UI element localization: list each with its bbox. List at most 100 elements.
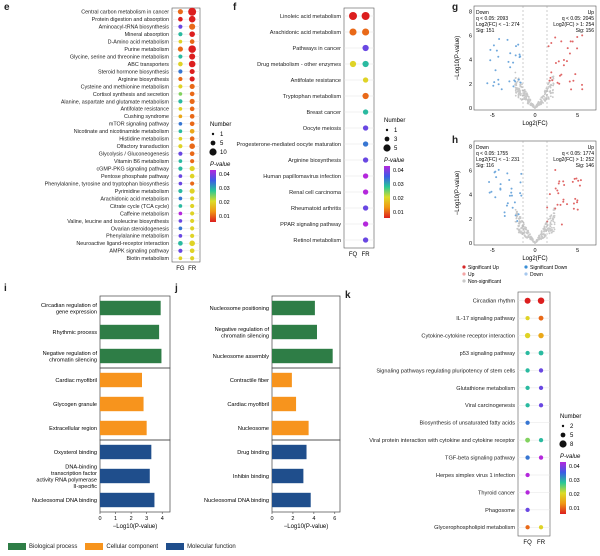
point-up <box>554 187 557 190</box>
panel-label-i: i <box>4 283 7 294</box>
y-tick-label: 4 <box>469 58 472 64</box>
dot-phenylalanine-metabolism-fg <box>178 234 183 238</box>
point-down <box>514 54 517 57</box>
point-up <box>576 201 579 204</box>
x-tick-label: 6 <box>333 516 336 522</box>
point-down <box>519 55 522 58</box>
dot-ovarian-steroidogenesis-fr <box>190 226 195 231</box>
point-nonsig <box>520 98 523 101</box>
point-down <box>492 84 495 87</box>
point-up <box>572 202 575 205</box>
point-nonsig <box>514 71 517 74</box>
point-nonsig <box>549 221 552 224</box>
point-up <box>581 83 584 86</box>
y-tick-label: Purine metabolism <box>124 47 169 53</box>
point-down <box>507 60 510 63</box>
point-nonsig <box>540 103 543 106</box>
dot-valine-leucine-and-isoleucine-biosynthesis-fr <box>190 218 195 223</box>
point-nonsig <box>541 96 544 99</box>
x-tick-label: 0 <box>533 248 536 254</box>
dot-arginine-biosynthesis-fr <box>362 157 369 163</box>
dot-cushing-syndrome-fg <box>178 114 183 119</box>
dotplot-f: Linoleic acid metabolism Arachidonic acid… <box>237 7 405 258</box>
dot-mineral-absorption-fr <box>189 31 195 37</box>
point-nonsig <box>529 238 532 241</box>
point-up <box>556 203 559 206</box>
bar-label: Contractile fiber <box>230 378 269 384</box>
color-bar-tick: 0.03 <box>393 182 404 188</box>
point-down <box>514 80 517 83</box>
point-up <box>562 64 565 67</box>
point-up <box>570 88 573 91</box>
dot-viral-protein-interaction-with-cytokine-and-cytokine-receptor-fq <box>525 437 531 443</box>
dot-antifolate-resistance-fg <box>178 107 183 111</box>
y-tick-label: Vitamin B6 metabolism <box>114 159 170 165</box>
bar-label: Nucleosomal DNA binding <box>204 498 269 504</box>
point-up <box>571 40 574 43</box>
point-nonsig <box>516 228 519 230</box>
point-nonsig <box>530 236 533 239</box>
dot-nicotinate-and-nicotinamide-metabolism-fg <box>178 129 183 134</box>
point-nonsig <box>519 98 522 100</box>
y-tick-label: Drug metabolism - other enzymes <box>257 62 341 68</box>
legend-dot <box>462 279 466 283</box>
point-up <box>562 198 565 201</box>
y-tick-label: Ovarian steroidogenesis <box>111 226 169 232</box>
point-up <box>547 45 550 48</box>
point-down <box>486 82 489 85</box>
point-down <box>494 196 497 199</box>
bar-label: Nucleosome assembly <box>213 354 269 360</box>
y-tick-label: Glycerophospholipid metabolism <box>434 525 515 531</box>
x-tick-label: 3 <box>145 516 148 522</box>
dot-viral-protein-interaction-with-cytokine-and-cytokine-receptor-fr <box>538 437 544 443</box>
bar <box>100 324 160 340</box>
dot-cysteine-and-methionine-metabolism-fg <box>178 84 183 89</box>
size-legend-dot <box>211 132 215 136</box>
dot-pyrimidine-metabolism-fg <box>178 188 183 194</box>
point-nonsig <box>521 83 523 86</box>
y-tick-label: 6 <box>469 168 472 174</box>
point-nonsig <box>524 95 527 98</box>
y-tick-label: Phenylalanine metabolism <box>106 234 169 240</box>
point-nonsig <box>549 225 552 228</box>
y-tick-label: Arachidonic acid metabolism <box>270 30 342 36</box>
point-down <box>510 191 513 194</box>
y-tick-label: Biosynthesis of unsaturated fatty acids <box>420 421 516 427</box>
dot-arginine-biosynthesis-fg <box>178 76 183 82</box>
color-bar <box>210 170 216 222</box>
bar <box>100 492 155 508</box>
point-nonsig <box>545 90 547 93</box>
size-legend-dot <box>210 140 216 146</box>
y-axis-title: −Log10(P-value) <box>455 171 461 216</box>
dot-breast-cancer-fr <box>362 109 369 115</box>
point-down <box>519 181 522 184</box>
point-nonsig <box>515 91 517 93</box>
point-down <box>488 180 491 183</box>
point-up <box>554 169 557 172</box>
point-nonsig <box>540 237 542 240</box>
point-down <box>513 201 516 204</box>
y-tick-label: Arginine biosynthesis <box>288 158 341 164</box>
point-nonsig <box>552 75 555 78</box>
bar <box>100 348 162 364</box>
up-summary-line: q < 0.05: 1774 <box>562 151 594 157</box>
point-up <box>569 40 572 43</box>
dot-pyrimidine-metabolism-fr <box>189 188 195 194</box>
y-tick-label: 4 <box>469 193 472 199</box>
point-nonsig <box>515 82 518 85</box>
size-legend-label: 3 <box>394 137 398 143</box>
dot-pentose-phosphate-pathway-fr <box>189 173 195 179</box>
point-nonsig <box>519 85 522 88</box>
point-up <box>554 61 557 64</box>
point-up <box>562 200 565 203</box>
color-bar-tick: 0.01 <box>393 210 404 216</box>
dot-phenylalanine-tyrosine-and-tryptophan-biosynthesis-fr <box>190 181 195 186</box>
up-summary-line: q < 0.05: 2045 <box>562 16 594 22</box>
point-down <box>517 43 520 46</box>
y-tick-label: Pathways in cancer <box>292 46 341 52</box>
x-axis-title: −Log10(P-value) <box>113 524 158 530</box>
dot-aminoacyl-trna-biosynthesis-fg <box>178 24 183 29</box>
legend-dot <box>524 265 528 269</box>
point-nonsig <box>547 218 550 221</box>
dot-caffeine-metabolism-fr <box>190 211 195 216</box>
